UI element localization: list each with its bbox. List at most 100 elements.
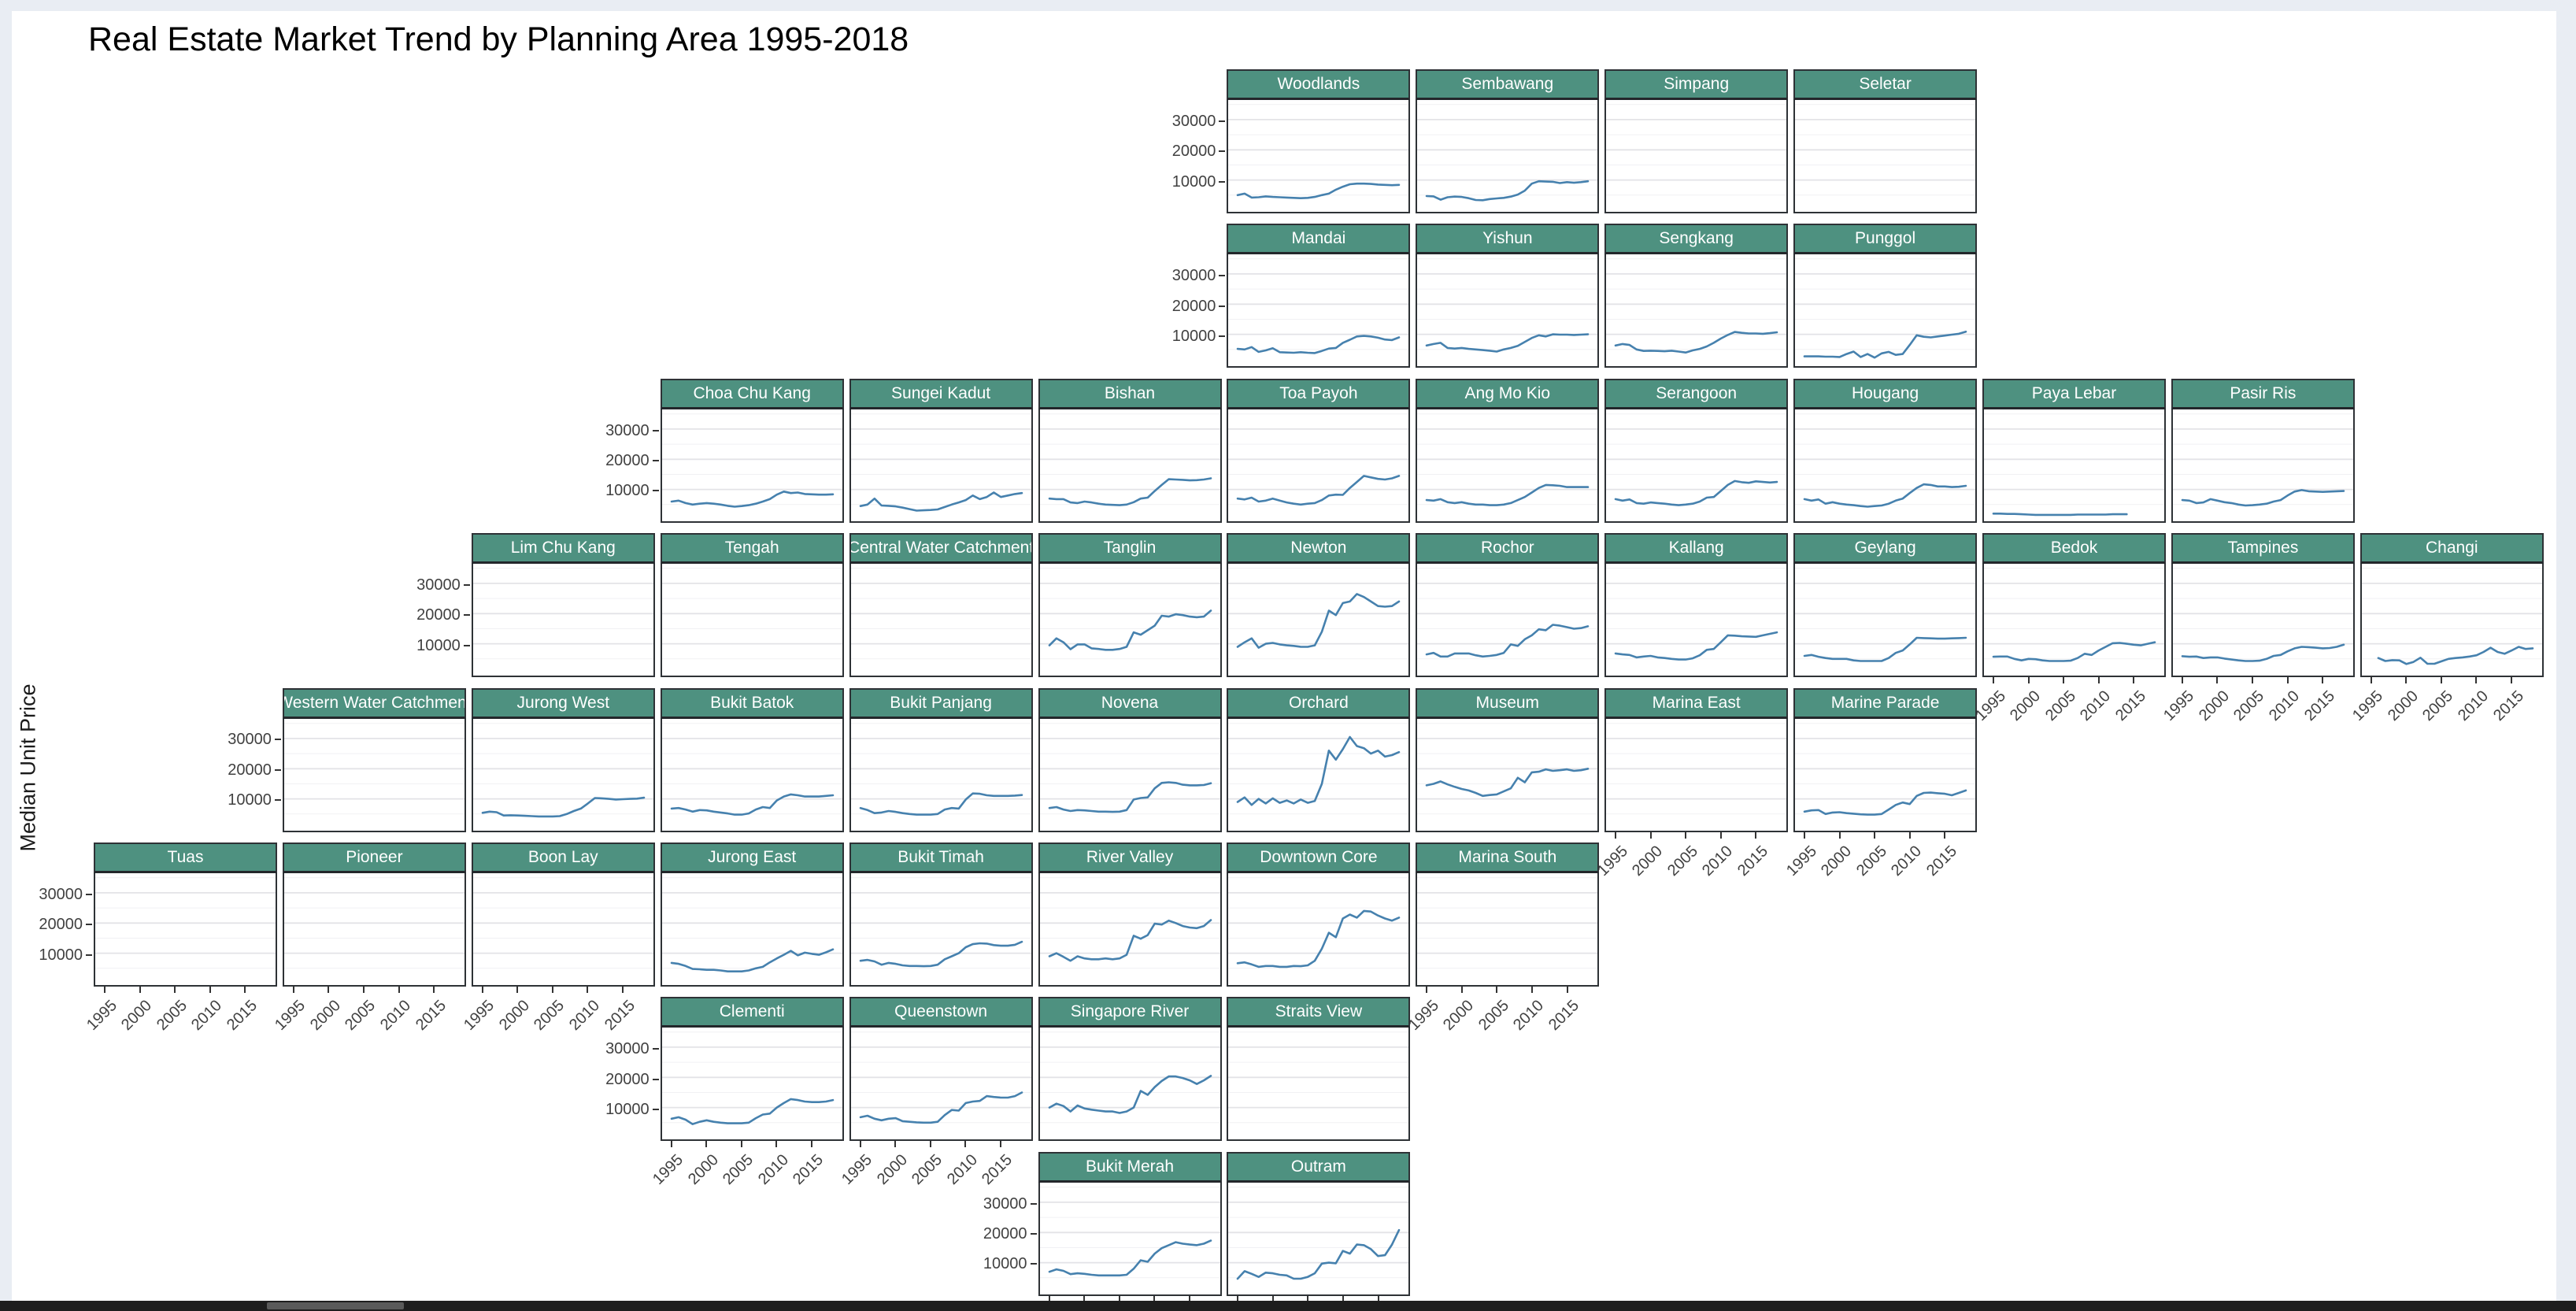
facet-line-chart [1228, 258, 1409, 355]
trend-line [1425, 180, 1590, 202]
facet-title: Paya Lebar [2031, 383, 2117, 402]
y-tick [1219, 335, 1226, 337]
y-tick [652, 1078, 659, 1080]
facet-title: Bukit Batok [710, 693, 794, 712]
y-tick-label: 20000 [983, 1225, 1027, 1243]
y-tick [652, 429, 659, 431]
facet-panel [1038, 564, 1222, 678]
facet-title: Western Water Catchment [282, 693, 466, 712]
x-tick [2216, 677, 2219, 684]
facet-header: Lim Chu Kang [471, 533, 655, 565]
facet-paya-lebar: Paya Lebar [1982, 378, 2166, 523]
trend-line [1614, 631, 1778, 661]
y-tick-label: 20000 [1171, 143, 1216, 161]
facet-jurong-west: Jurong West [471, 687, 655, 832]
trend-line [481, 796, 646, 817]
facet-title: Tuas [167, 848, 204, 866]
facet-bukit-batok: Bukit Batok [660, 687, 844, 832]
facet-kallang: Kallang [1604, 533, 1789, 678]
facet-panel [1227, 100, 1411, 213]
facet-header: Choa Chu Kang [660, 378, 844, 409]
facet-rochor: Rochor [1416, 533, 1600, 678]
x-tick [2511, 677, 2513, 684]
x-tick [622, 987, 624, 993]
x-tick [1377, 1295, 1379, 1302]
facet-simpang: Simpang [1604, 69, 1789, 213]
facet-title: Sungei Kadut [891, 383, 991, 402]
facet-title: Queenstown [894, 1002, 988, 1021]
facet-line-chart [661, 413, 842, 508]
y-tick-label: 20000 [605, 1070, 650, 1088]
y-tick [652, 490, 659, 492]
facet-header: Downtown Core [1227, 843, 1411, 873]
facet-line-chart [2172, 568, 2353, 662]
x-tick [2027, 677, 2030, 684]
facet-panel [849, 873, 1033, 987]
facet-line-chart [850, 568, 1031, 660]
facet-title: Bukit Merah [1085, 1157, 1175, 1176]
facet-line-chart [1228, 1187, 1409, 1280]
facet-line-chart [1039, 1031, 1220, 1124]
y-tick [1219, 120, 1226, 122]
facet-header: Jurong West [471, 687, 655, 719]
x-tick [740, 1141, 742, 1148]
facet-title: Toa Payoh [1279, 383, 1358, 402]
facet-line-chart [1606, 568, 1787, 661]
scrollbar-thumb[interactable] [267, 1302, 404, 1309]
facet-pioneer: Pioneer 1995 2000 2005 2010 2015 [272, 843, 466, 1034]
facet-orchard: Orchard [1227, 687, 1411, 832]
trend-line [1237, 735, 1401, 806]
facet-line-chart [661, 877, 842, 972]
facet-title: Downtown Core [1260, 848, 1378, 866]
trend-line [1237, 593, 1401, 650]
y-tick [274, 739, 281, 741]
facet-header: Queenstown [849, 997, 1033, 1028]
facet-title: Orchard [1288, 693, 1349, 712]
facet-title: Hougang [1851, 383, 1919, 402]
x-tick [433, 987, 435, 993]
facet-line-chart [1417, 104, 1598, 202]
x-tick [2181, 677, 2183, 684]
x-tick [1342, 1295, 1345, 1302]
facet-panel [1038, 873, 1222, 987]
x-tick [551, 987, 553, 993]
facet-header: Orchard [1227, 687, 1411, 719]
facet-title: Outram [1290, 1157, 1346, 1176]
facet-header: River Valley [1038, 843, 1222, 873]
x-tick [1426, 987, 1428, 993]
facet-title: River Valley [1086, 848, 1174, 866]
trend-line [1048, 1075, 1212, 1115]
facet-panel [660, 1028, 844, 1142]
trend-line [1614, 331, 1778, 354]
facet-header: Pasir Ris [2171, 378, 2355, 409]
facet-title: Newton [1290, 539, 1347, 557]
facet-line-chart [1795, 722, 1976, 816]
trend-line [1237, 909, 1401, 968]
facet-line-chart [1417, 877, 1598, 969]
facet-marina-south: Marina South 1995 2000 2005 2010 2015 [1405, 843, 1600, 1034]
horizontal-scrollbar[interactable] [0, 1301, 2576, 1311]
x-tick [810, 1141, 812, 1148]
x-tick [2063, 677, 2065, 684]
facet-title: Lim Chu Kang [510, 539, 616, 557]
x-tick [1685, 831, 1687, 839]
x-tick [2251, 677, 2253, 684]
y-tick [274, 799, 281, 802]
x-tick [244, 987, 246, 993]
y-tick [652, 1048, 659, 1050]
facet-title: Tampines [2227, 539, 2299, 557]
facet-sembawang: Sembawang [1416, 69, 1600, 213]
x-tick [2322, 677, 2324, 684]
facet-header: Straits View [1227, 997, 1411, 1028]
facet-sengkang: Sengkang [1604, 224, 1789, 368]
y-tick [274, 768, 281, 771]
facet-panel [1227, 873, 1411, 987]
x-tick [398, 987, 400, 993]
facet-line-chart [2172, 413, 2353, 507]
facet-header: Clementi [660, 997, 844, 1028]
trend-line [1048, 780, 1212, 813]
facet-line-chart [1606, 722, 1787, 814]
facet-panel [1227, 409, 1411, 523]
facet-panel [1227, 1182, 1411, 1296]
